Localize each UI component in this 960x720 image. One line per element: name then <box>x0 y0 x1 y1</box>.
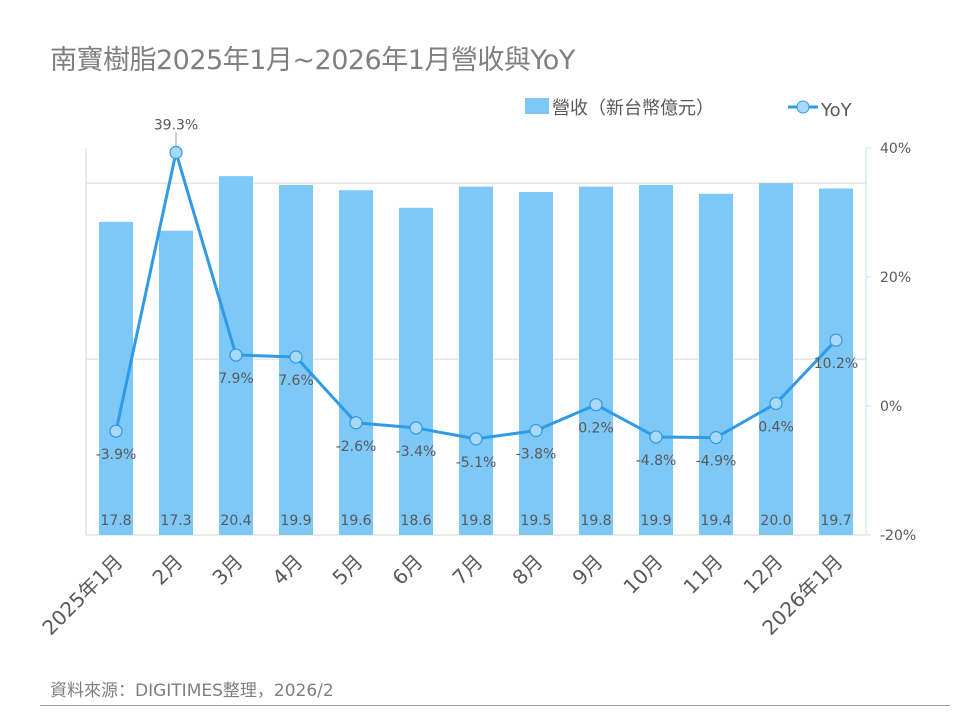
bar-value-label: 19.6 <box>340 513 371 529</box>
yoy-value-label: 0.2% <box>578 421 614 437</box>
yoy-value-label: -4.9% <box>696 454 737 470</box>
x-tick-label: 9月 <box>567 550 607 590</box>
yoy-point <box>829 333 843 347</box>
yoy-point <box>289 350 303 364</box>
bar-value-label: 19.7 <box>820 513 851 529</box>
yoy-point <box>589 398 603 412</box>
yoy-point <box>109 424 123 438</box>
right-axis-tick-label: -20% <box>880 528 916 544</box>
yoy-point <box>649 430 663 444</box>
chart-title: 南寶樹脂2025年1月~2026年1月營收與YoY <box>50 45 575 76</box>
x-tick-label: 2月 <box>147 550 187 590</box>
bar <box>639 184 673 535</box>
legend-line-marker <box>796 100 810 114</box>
yoy-value-label: 10.2% <box>814 356 858 372</box>
x-tick-label: 11月 <box>678 550 727 599</box>
bar <box>579 186 613 535</box>
yoy-point <box>409 421 423 435</box>
x-tick-label: 2025年1月 <box>37 550 127 640</box>
bar-value-label: 19.5 <box>520 513 551 529</box>
bar-value-label: 20.0 <box>760 513 791 529</box>
yoy-value-label: 39.3% <box>154 118 198 134</box>
bar-value-label: 19.9 <box>280 513 311 529</box>
x-tick-label: 4月 <box>267 550 307 590</box>
yoy-point <box>529 423 543 438</box>
yoy-value-label: -4.8% <box>636 453 677 469</box>
bar-value-label: 17.8 <box>100 513 131 529</box>
right-axis-tick-label: 40% <box>880 141 911 157</box>
source-note: 資料來源：DIGITIMES整理，2026/2 <box>50 681 334 701</box>
legend-line-label: YoY <box>820 100 853 121</box>
bar <box>759 183 793 535</box>
yoy-point <box>229 348 243 362</box>
bar <box>399 207 433 536</box>
bar-value-label: 18.6 <box>400 513 431 529</box>
yoy-point <box>349 416 363 430</box>
legend-bar-swatch <box>525 98 549 114</box>
yoy-value-label: 7.9% <box>218 371 254 387</box>
bar-value-label: 19.8 <box>580 513 611 529</box>
right-axis-tick-label: 0% <box>880 399 902 415</box>
yoy-point <box>169 145 183 160</box>
yoy-value-label: 7.6% <box>278 373 314 389</box>
bar-value-label: 19.8 <box>460 513 491 529</box>
x-tick-label: 10月 <box>618 550 667 599</box>
yoy-point <box>709 431 723 445</box>
yoy-value-label: -3.8% <box>516 447 557 463</box>
bar <box>519 191 553 535</box>
bar <box>159 230 193 535</box>
x-tick-label: 12月 <box>738 550 787 599</box>
bar-value-label: 17.3 <box>160 513 191 529</box>
yoy-value-label: -5.1% <box>456 455 497 471</box>
yoy-value-label: -2.6% <box>336 439 377 455</box>
bar <box>819 188 853 535</box>
x-tick-label: 5月 <box>327 550 367 590</box>
yoy-point <box>469 432 483 446</box>
bar <box>699 193 733 535</box>
x-tick-label: 7月 <box>447 550 487 590</box>
yoy-value-label: -3.4% <box>396 444 437 460</box>
x-tick-label: 6月 <box>387 550 427 590</box>
bar-value-label: 19.9 <box>640 513 671 529</box>
bar <box>459 186 493 535</box>
bar-value-label: 19.4 <box>700 513 731 529</box>
bar <box>339 190 373 535</box>
yoy-point <box>769 396 783 411</box>
yoy-value-label: -3.9% <box>96 447 137 463</box>
x-tick-label: 8月 <box>507 550 547 590</box>
legend-bar-label: 營收（新台幣億元） <box>552 98 714 119</box>
bottom-divider <box>40 705 950 706</box>
right-axis-tick-label: 20% <box>880 270 911 286</box>
bar-value-label: 20.4 <box>220 513 251 529</box>
yoy-value-label: 0.4% <box>758 419 794 435</box>
x-tick-label: 3月 <box>207 550 247 590</box>
